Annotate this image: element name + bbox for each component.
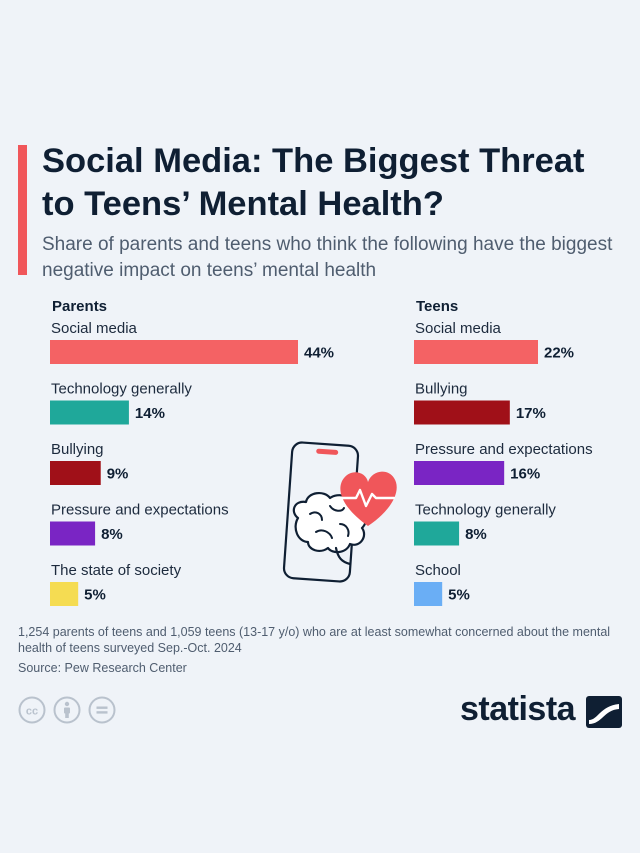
parents-bar-pressure-and-expectations <box>50 521 96 546</box>
parents-bar-technology-generally <box>50 400 129 425</box>
parents-bar-bullying <box>50 461 101 485</box>
teens-category-label: Social media <box>415 320 502 337</box>
parents-category-label: Bullying <box>51 441 104 458</box>
parents-group-title: Parents <box>52 298 108 315</box>
svg-text:cc: cc <box>26 706 38 718</box>
teens-category-label: Technology generally <box>415 502 556 519</box>
teens-row-social-media: Social media 22% <box>414 320 574 364</box>
statista-wordmark: statista <box>460 690 576 728</box>
parents-row-technology-generally: Technology generally 14% <box>50 381 192 425</box>
creative-commons-icon[interactable]: cc <box>18 696 46 724</box>
parents-bar-chart: Social media 44% Technology generally 14% Bu… <box>50 320 334 606</box>
teens-row-technology-generally: Technology generally 8% <box>414 502 556 546</box>
parents-bar-the-state-of-society <box>50 582 79 606</box>
attribution-icon[interactable] <box>53 696 81 724</box>
teens-row-school: School 5% <box>414 562 470 606</box>
source-note: Source: Pew Research Center <box>18 661 187 675</box>
teens-bar-pressure-and-expectations <box>414 461 505 485</box>
teens-value-label: 8% <box>465 526 487 543</box>
teens-bar-chart: Social media 22% Bullying 17% Pressure and e… <box>414 320 593 606</box>
teens-bar-bullying <box>414 400 510 425</box>
parents-row-social-media: Social media 44% <box>50 320 334 364</box>
teens-category-label: School <box>415 562 461 579</box>
statista-logo-icon <box>586 696 622 728</box>
teens-bar-school <box>414 582 443 606</box>
teens-category-label: Pressure and expectations <box>415 441 593 458</box>
parents-category-label: The state of society <box>51 562 182 579</box>
parents-bar-social-media <box>50 340 298 364</box>
teens-bar-social-media <box>414 340 538 364</box>
teens-row-pressure-and-expectations: Pressure and expectations 16% <box>414 441 593 485</box>
chart-subtitle: Share of parents and teens who think the… <box>42 234 613 281</box>
teens-value-label: 22% <box>544 345 574 362</box>
teens-row-bullying: Bullying 17% <box>414 381 546 425</box>
teens-value-label: 5% <box>448 587 470 604</box>
parents-value-label: 8% <box>101 526 123 543</box>
footnote: 1,254 parents of teens and 1,059 teens (… <box>18 625 611 655</box>
parents-category-label: Technology generally <box>51 381 192 398</box>
teens-category-label: Bullying <box>415 381 468 398</box>
parents-category-label: Social media <box>51 320 138 337</box>
parents-value-label: 9% <box>107 466 129 483</box>
title-accent-bar <box>18 145 27 275</box>
parents-value-label: 44% <box>304 345 334 362</box>
parents-value-label: 5% <box>84 587 106 604</box>
license-icons: cc <box>18 696 116 724</box>
no-derivatives-icon[interactable] <box>88 696 116 724</box>
chart-title: Social Media: The Biggest Threat to Teen… <box>42 142 585 223</box>
parents-value-label: 14% <box>135 405 165 422</box>
parents-category-label: Pressure and expectations <box>51 502 229 519</box>
teens-bar-technology-generally <box>414 521 460 546</box>
parents-row-the-state-of-society: The state of society 5% <box>50 562 182 606</box>
parents-row-pressure-and-expectations: Pressure and expectations 8% <box>50 502 229 546</box>
teens-value-label: 17% <box>516 405 546 422</box>
teens-value-label: 16% <box>510 466 540 483</box>
teens-group-title: Teens <box>416 298 459 315</box>
phone-brain-heart-illustration <box>282 441 397 583</box>
